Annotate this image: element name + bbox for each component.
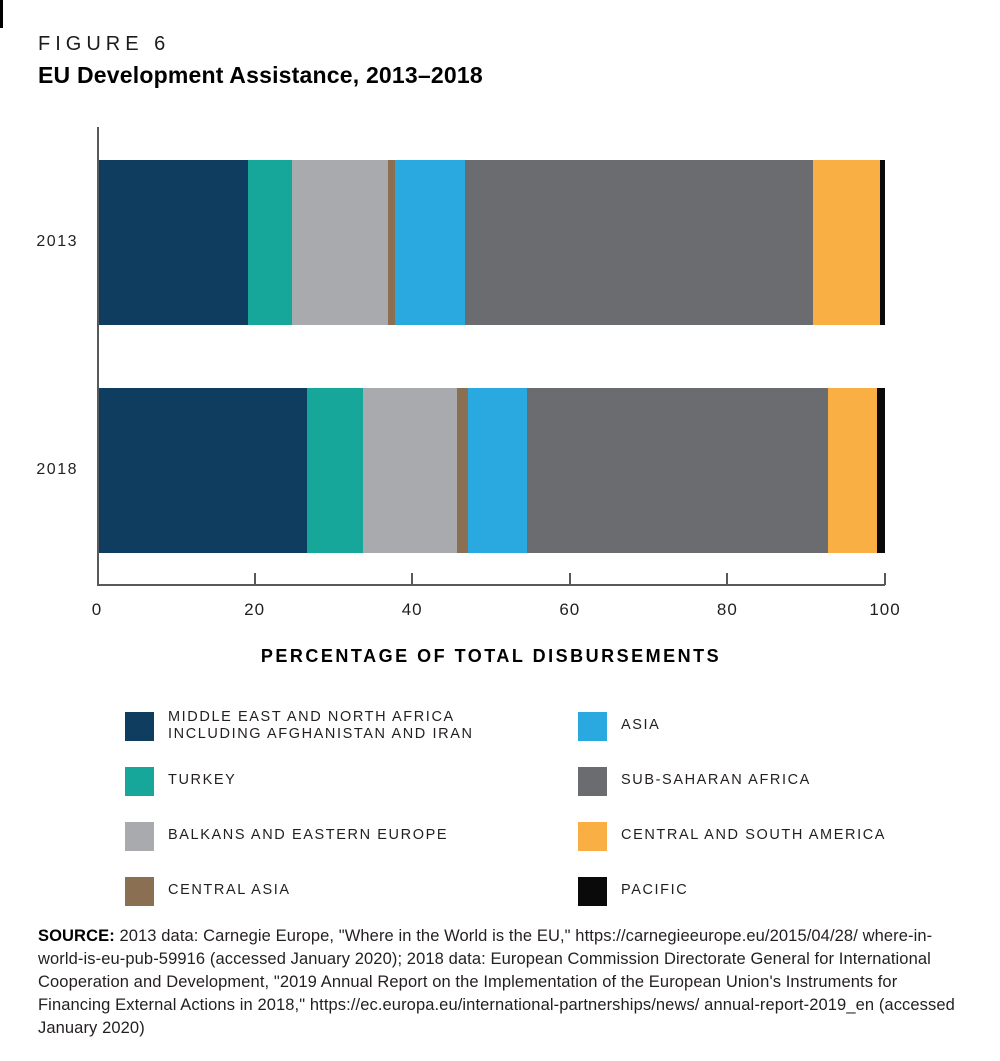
bar-segment [467, 388, 527, 553]
legend-swatch-turkey [125, 766, 154, 796]
page-title: EU Development Assistance, 2013–2018 [38, 62, 483, 88]
x-axis-tick-label: 40 [401, 600, 423, 619]
legend-label-balkans: BALKANS AND EASTERN EUROPE [168, 827, 449, 844]
legend-swatch-sub-saharan-africa [578, 766, 607, 796]
legend-label-asia: ASIA [621, 717, 661, 734]
y-tick-label-2013: 2013 [36, 233, 78, 250]
bar-segment [292, 160, 389, 325]
x-axis-tick-label: 0 [91, 600, 103, 619]
legend-item-central-south-america: CENTRAL AND SOUTH AMERICA [578, 821, 886, 851]
x-axis-tick-mark [411, 573, 414, 585]
legend-label-sub-saharan-africa: SUB-SAHARAN AFRICA [621, 772, 811, 789]
x-axis-tick-label: 60 [559, 600, 581, 619]
bar-segment [99, 388, 307, 553]
legend-swatch-pacific [578, 876, 607, 906]
legend-item-mena: MIDDLE EAST AND NORTH AFRICA INCLUDING A… [125, 708, 474, 743]
bar-segment [99, 160, 249, 325]
legend-item-sub-saharan-africa: SUB-SAHARAN AFRICA [578, 766, 811, 796]
source-text: 2013 data: Carnegie Europe, "Where in th… [38, 927, 955, 1037]
x-axis-tick-mark [253, 573, 256, 585]
source-label: SOURCE: [38, 927, 115, 945]
x-axis-ticks: 0 20 40 60 80 100 [92, 0, 900, 1061]
bar-segment [457, 388, 468, 553]
plot-area [97, 127, 885, 586]
legend-item-balkans: BALKANS AND EASTERN EUROPE [125, 821, 448, 851]
bar-segment [395, 160, 466, 325]
bar-segment [363, 388, 458, 553]
bar-segment [526, 388, 829, 553]
legend-label-pacific: PACIFIC [621, 882, 689, 899]
x-axis-tick-mark [568, 573, 571, 585]
legend-item-turkey: TURKEY [125, 766, 236, 796]
x-axis-tick-label: 20 [244, 600, 266, 619]
bar-segment [880, 160, 885, 325]
bar-segment [465, 160, 813, 325]
bar-segment [306, 388, 364, 553]
bar-segment [388, 160, 396, 325]
figure-label: FIGURE 6 [38, 33, 171, 55]
x-axis-tick-label: 100 [869, 600, 901, 619]
legend-swatch-central-asia [125, 876, 154, 906]
x-axis-tick-mark [884, 573, 886, 585]
page-corner-mark [0, 0, 3, 28]
legend-item-pacific: PACIFIC [578, 876, 688, 906]
legend-label-mena: MIDDLE EAST AND NORTH AFRICA INCLUDING A… [168, 708, 474, 743]
legend-swatch-asia [578, 711, 607, 741]
x-axis-title: PERCENTAGE OF TOTAL DISBURSEMENTS [260, 646, 722, 666]
legend-swatch-central-south-america [578, 821, 607, 851]
legend-swatch-balkans [125, 821, 154, 851]
stacked-bar-2018 [99, 388, 885, 553]
source-note: SOURCE: 2013 data: Carnegie Europe, "Whe… [38, 925, 968, 1040]
bar-segment [828, 388, 878, 553]
legend-item-asia: ASIA [578, 711, 660, 741]
legend-item-central-asia: CENTRAL ASIA [125, 876, 291, 906]
bar-segment [877, 388, 885, 553]
x-axis-tick-label: 80 [716, 600, 738, 619]
legend-label-central-south-america: CENTRAL AND SOUTH AMERICA [621, 827, 887, 844]
bar-segment [248, 160, 293, 325]
stacked-bar-2013 [99, 160, 885, 325]
legend-swatch-mena [125, 711, 154, 741]
x-axis-line [97, 584, 885, 586]
bar-segment [812, 160, 881, 325]
x-axis-tick-mark [726, 573, 729, 585]
legend-label-turkey: TURKEY [168, 772, 237, 789]
y-axis-line [97, 127, 99, 586]
y-tick-label-2018: 2018 [36, 461, 78, 478]
legend-label-central-asia: CENTRAL ASIA [168, 882, 291, 899]
